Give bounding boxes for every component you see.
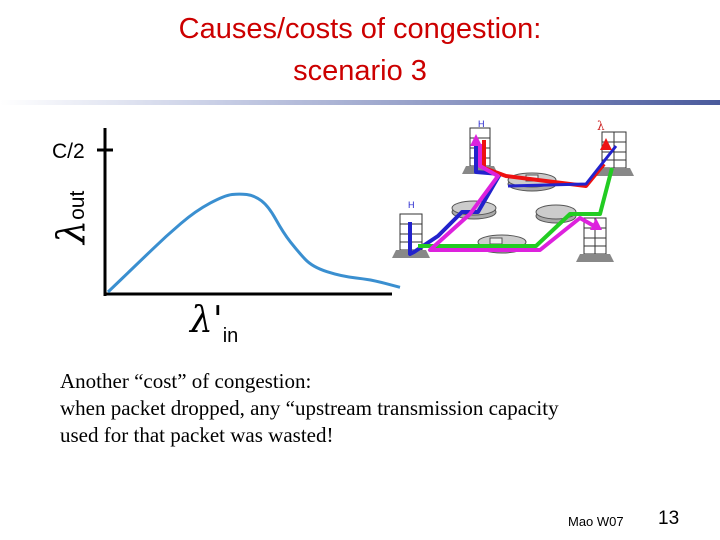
body-line-3: used for that packet was wasted!: [60, 423, 334, 447]
series-line-throughput: [106, 192, 401, 294]
host-label-left: H: [408, 200, 415, 210]
y-tick-label: C/2: [52, 140, 85, 163]
arrow-up-bottom-right: [590, 218, 602, 230]
body-line-2: when packet dropped, any “upstream trans…: [60, 396, 559, 420]
y-axis-label: λout: [49, 191, 93, 246]
x-axis-label-sub: in: [223, 325, 239, 347]
title-line-1: Causes/costs of congestion:: [178, 13, 542, 45]
flow-green: [418, 167, 614, 248]
network-diagram: H λ H: [392, 119, 634, 262]
flow-red: [482, 140, 606, 188]
arrow-up-right: [600, 138, 612, 150]
flow-blue: [408, 140, 502, 256]
arrow-up-top: [470, 134, 482, 146]
body-line-1: Another “cost” of congestion:: [60, 369, 312, 393]
x-axis-label: λ'in: [188, 300, 238, 347]
flow-magenta: [428, 144, 595, 252]
lambda-label: λ: [597, 119, 605, 133]
host-label-top: H: [478, 119, 485, 129]
title-line-2: scenario 3: [293, 55, 427, 87]
flow-blue-right: [507, 145, 618, 188]
y-axis-label-sub: out: [66, 191, 89, 220]
x-axis-label-symbol: λ': [188, 300, 223, 341]
body-text: Another “cost” of congestion: when packe…: [60, 368, 680, 449]
title-divider: [0, 100, 720, 105]
page-number: 13: [658, 508, 680, 529]
footer-label: Mao W07: [568, 514, 624, 529]
slide-title: Causes/costs of congestion: scenario 3: [0, 8, 720, 92]
throughput-chart: C/2 λout λ'in H λ: [49, 119, 634, 347]
y-axis-label-symbol: λ: [49, 220, 93, 246]
